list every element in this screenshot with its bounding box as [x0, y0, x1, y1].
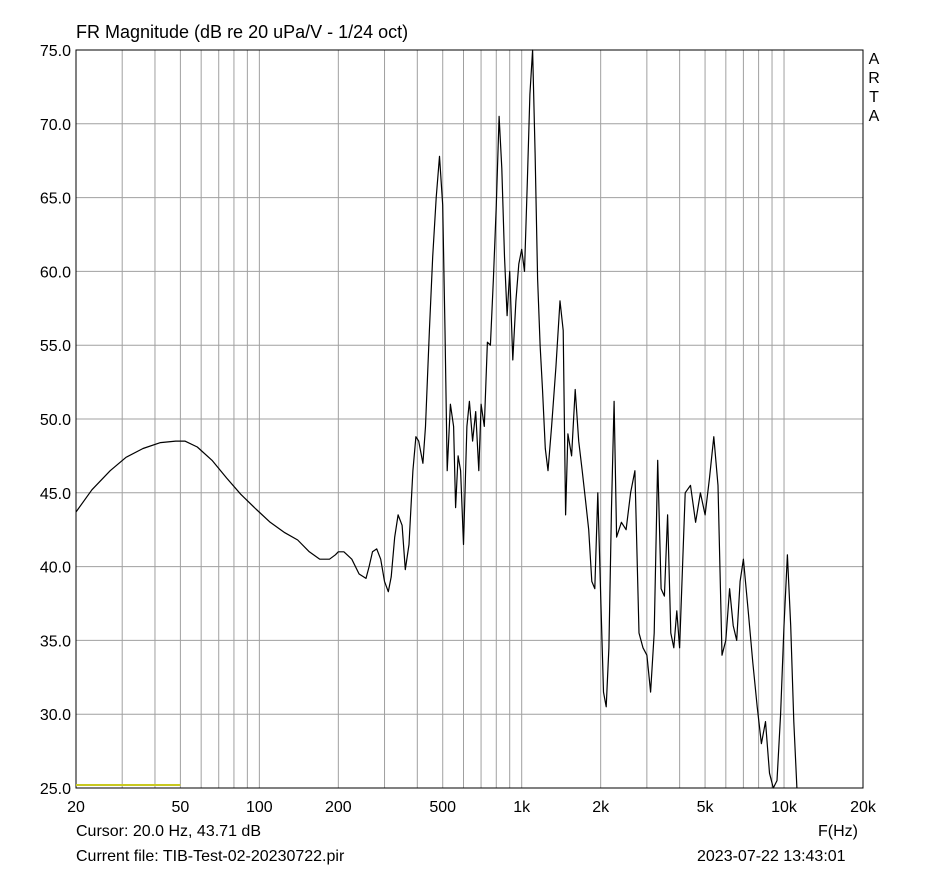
- x-tick-label: 10k: [771, 799, 798, 816]
- x-tick-label: 100: [246, 799, 273, 816]
- watermark-letter: T: [869, 89, 879, 106]
- y-tick-label: 45.0: [40, 486, 71, 503]
- chart-title: FR Magnitude (dB re 20 uPa/V - 1/24 oct): [76, 22, 409, 42]
- watermark-letter: R: [868, 70, 880, 87]
- fr-magnitude-series-line: [75, 49, 798, 789]
- timestamp-label: 2023-07-22 13:43:01: [697, 848, 846, 865]
- x-tick-label: 20: [67, 799, 85, 816]
- watermark-letter: A: [868, 51, 880, 68]
- y-tick-label: 70.0: [40, 117, 71, 134]
- x-tick-label: 5k: [697, 799, 715, 816]
- x-tick-label: 200: [325, 799, 352, 816]
- x-tick-label: 20k: [850, 799, 877, 816]
- x-axis-label: F(Hz): [818, 823, 858, 840]
- current-file-label: Current file: TIB-Test-02-20230722.pir: [76, 848, 345, 865]
- y-tick-label: 50.0: [40, 412, 71, 429]
- plot-frame: [75, 49, 864, 789]
- x-tick-label: 2k: [592, 799, 610, 816]
- y-tick-label: 65.0: [40, 191, 71, 208]
- y-tick-label: 55.0: [40, 338, 71, 355]
- y-tick-label: 25.0: [40, 781, 71, 798]
- y-tick-label: 75.0: [40, 43, 71, 60]
- x-tick-label: 1k: [513, 799, 531, 816]
- watermark-letter: A: [868, 108, 880, 125]
- cursor-readout: Cursor: 20.0 Hz, 43.71 dB: [76, 823, 261, 840]
- y-tick-label: 60.0: [40, 264, 71, 281]
- arta-watermark: A R T A: [866, 50, 882, 126]
- y-tick-label: 30.0: [40, 707, 71, 724]
- x-tick-label: 50: [171, 799, 189, 816]
- y-tick-label: 40.0: [40, 560, 71, 577]
- y-tick-label: 35.0: [40, 633, 71, 650]
- x-tick-label: 500: [429, 799, 456, 816]
